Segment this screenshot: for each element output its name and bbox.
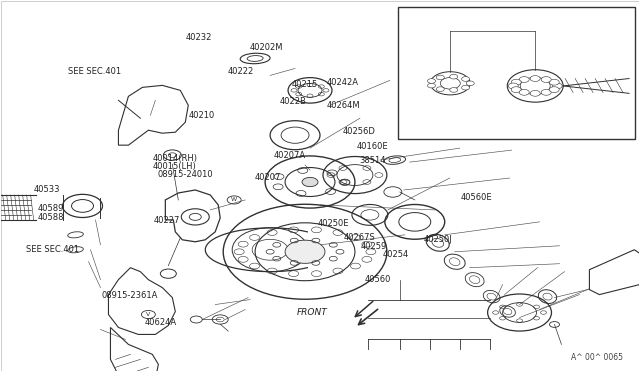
Text: 08915-24010: 08915-24010 [157, 170, 212, 179]
Text: 40560E: 40560E [461, 193, 492, 202]
Bar [398, 7, 636, 138]
Text: 40250J: 40250J [424, 235, 452, 244]
Text: 40207: 40207 [254, 173, 280, 182]
Text: 40232: 40232 [186, 33, 212, 42]
Text: 40250E: 40250E [318, 219, 349, 228]
Text: 40624A: 40624A [145, 318, 177, 327]
Circle shape [541, 77, 551, 83]
Text: 08915-2361A: 08915-2361A [102, 291, 158, 300]
Circle shape [508, 83, 518, 89]
Polygon shape [589, 250, 640, 295]
Circle shape [552, 83, 562, 89]
Text: V: V [147, 312, 150, 317]
Text: 40210: 40210 [189, 111, 215, 120]
Circle shape [302, 177, 318, 187]
Text: SEE SEC.401: SEE SEC.401 [26, 244, 79, 253]
Text: SEE SEC.401: SEE SEC.401 [68, 67, 121, 76]
Circle shape [461, 77, 470, 81]
Text: 4022B: 4022B [280, 97, 307, 106]
Text: 40267S: 40267S [344, 232, 376, 242]
Circle shape [511, 79, 521, 85]
Text: A^ 00^ 0065: A^ 00^ 0065 [572, 353, 623, 362]
Circle shape [285, 240, 325, 263]
Text: FOR MANUAL FREE RUNNING HUB: FOR MANUAL FREE RUNNING HUB [401, 15, 545, 24]
Circle shape [450, 74, 458, 79]
Text: 40215: 40215 [291, 80, 317, 89]
Circle shape [436, 75, 444, 80]
Circle shape [467, 81, 474, 86]
Circle shape [519, 89, 529, 95]
Text: 40242A: 40242A [326, 78, 358, 87]
Circle shape [541, 89, 551, 95]
Text: W: W [231, 198, 237, 202]
Text: 40588: 40588 [38, 213, 64, 222]
Text: FRONT: FRONT [297, 308, 328, 317]
Text: 40223: 40223 [540, 58, 566, 67]
Circle shape [428, 79, 435, 83]
Circle shape [436, 87, 444, 92]
Text: 40014(RH): 40014(RH) [153, 154, 198, 163]
Text: 40259: 40259 [360, 241, 387, 250]
Circle shape [549, 87, 559, 93]
Text: 40222: 40222 [227, 67, 253, 76]
Circle shape [511, 87, 521, 93]
Circle shape [519, 77, 529, 83]
Text: 40533: 40533 [34, 185, 60, 194]
Text: 40589: 40589 [38, 204, 64, 213]
Text: 40160E: 40160E [357, 142, 388, 151]
Text: 40202M: 40202M [250, 42, 284, 51]
Text: 38514: 38514 [360, 156, 386, 165]
Circle shape [530, 90, 540, 96]
Text: 40252: 40252 [415, 51, 441, 60]
Text: 40227: 40227 [154, 217, 180, 225]
Text: 40250: 40250 [502, 15, 529, 24]
Circle shape [450, 88, 458, 92]
Text: 40207A: 40207A [274, 151, 306, 160]
Circle shape [428, 83, 435, 88]
Text: Z24: Z24 [404, 123, 420, 132]
Text: 40015(LH): 40015(LH) [153, 162, 196, 171]
Circle shape [461, 85, 470, 90]
Text: 40560: 40560 [365, 275, 391, 284]
Circle shape [549, 79, 559, 85]
Circle shape [530, 76, 540, 81]
Text: 40264M: 40264M [326, 101, 360, 110]
Text: 40254: 40254 [383, 250, 409, 259]
Text: 40256D: 40256D [342, 127, 375, 136]
